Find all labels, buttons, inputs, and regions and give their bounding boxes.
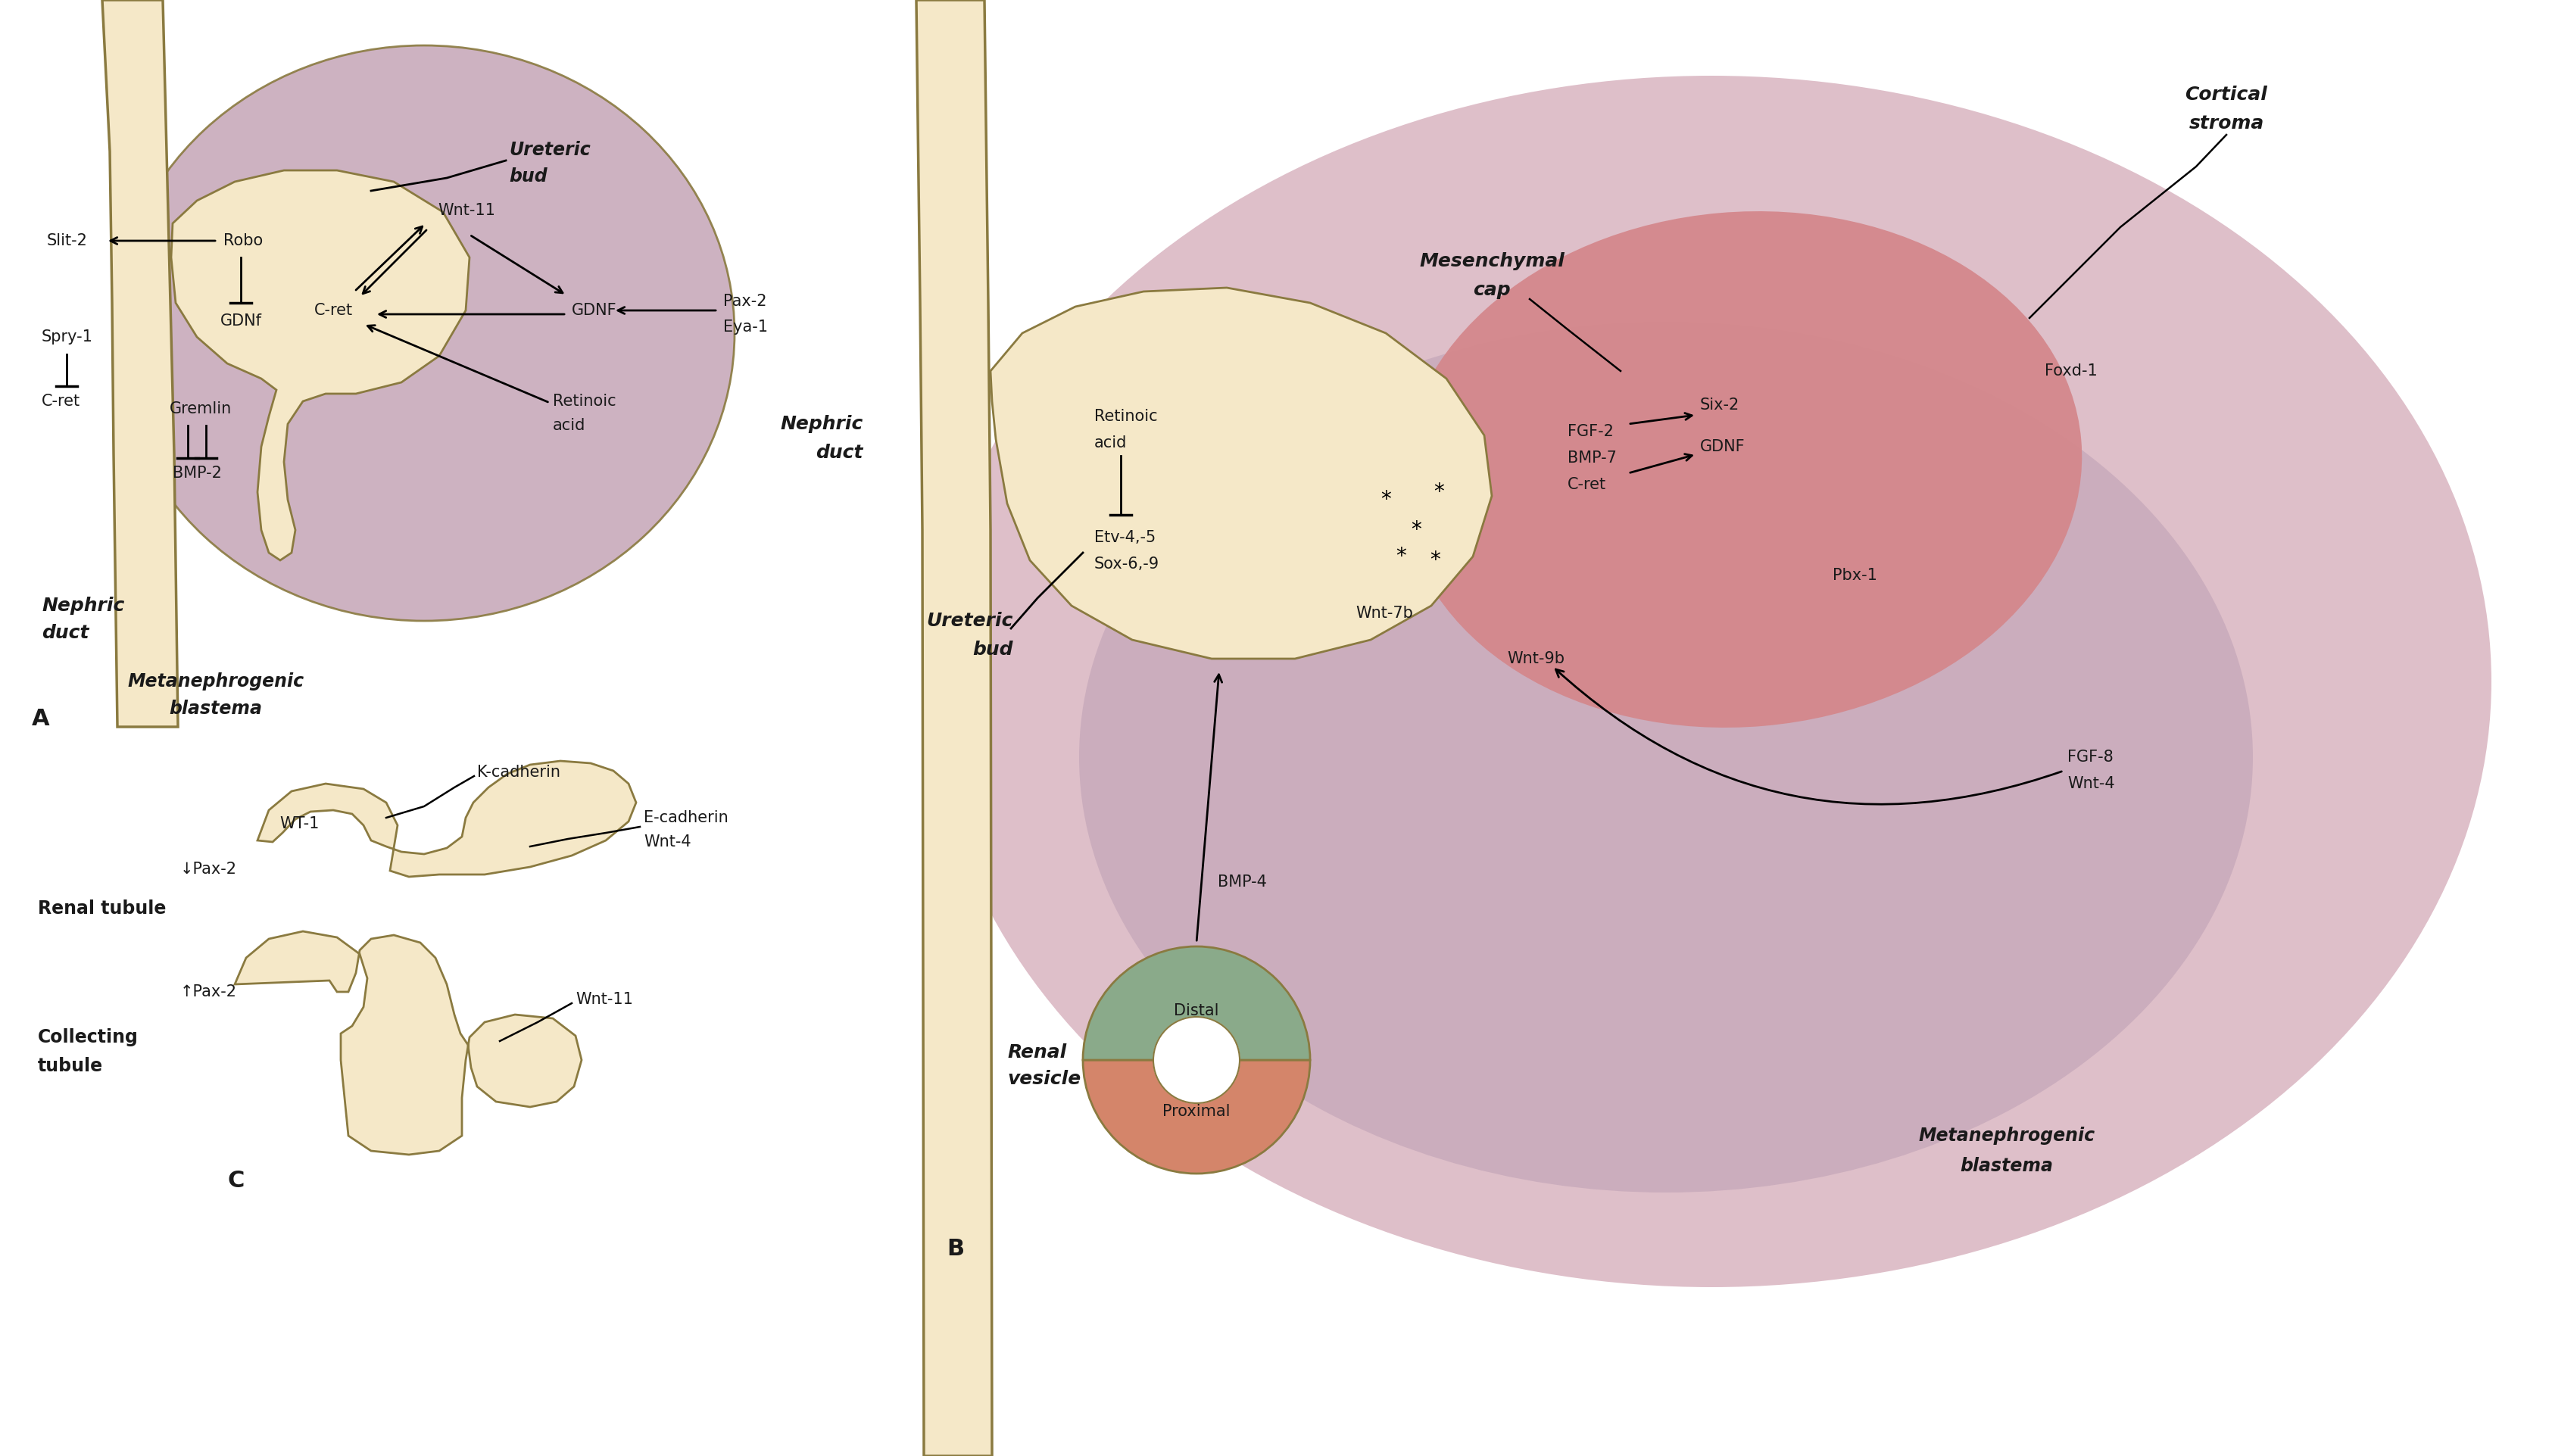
FancyArrowPatch shape bbox=[1557, 670, 2062, 804]
Text: Spry-1: Spry-1 bbox=[41, 329, 92, 345]
Text: *: * bbox=[1411, 520, 1421, 540]
Wedge shape bbox=[1082, 946, 1309, 1060]
Ellipse shape bbox=[1079, 322, 2253, 1192]
Text: Renal tubule: Renal tubule bbox=[38, 900, 166, 917]
Text: A: A bbox=[31, 708, 48, 731]
Text: Six-2: Six-2 bbox=[1700, 397, 1740, 412]
Text: Nephric: Nephric bbox=[781, 415, 863, 432]
Text: vesicle: vesicle bbox=[1008, 1070, 1082, 1088]
Text: Pbx-1: Pbx-1 bbox=[1832, 568, 1878, 582]
Text: Ureteric: Ureteric bbox=[508, 141, 590, 159]
Text: tubule: tubule bbox=[38, 1057, 102, 1075]
Text: Pax-2: Pax-2 bbox=[722, 294, 766, 309]
Text: Distal: Distal bbox=[1174, 1003, 1220, 1018]
Text: Collecting: Collecting bbox=[38, 1028, 138, 1047]
Text: Robo: Robo bbox=[225, 233, 263, 249]
Text: E-cadherin: E-cadherin bbox=[643, 810, 727, 826]
Text: cap: cap bbox=[1473, 281, 1511, 298]
Polygon shape bbox=[102, 0, 179, 727]
Ellipse shape bbox=[931, 76, 2491, 1287]
Polygon shape bbox=[916, 0, 993, 1456]
Polygon shape bbox=[171, 170, 470, 561]
Polygon shape bbox=[235, 932, 582, 1155]
Text: Metanephrogenic: Metanephrogenic bbox=[128, 673, 304, 690]
Text: FGF-8: FGF-8 bbox=[2067, 750, 2113, 764]
Text: BMP-7: BMP-7 bbox=[1567, 450, 1615, 466]
Polygon shape bbox=[990, 288, 1493, 658]
Text: Etv-4,-5: Etv-4,-5 bbox=[1095, 530, 1156, 545]
Text: bud: bud bbox=[508, 167, 546, 185]
Text: K-cadherin: K-cadherin bbox=[477, 764, 561, 780]
Text: Gremlin: Gremlin bbox=[168, 402, 232, 416]
Text: bud: bud bbox=[972, 641, 1013, 658]
Text: C: C bbox=[227, 1171, 245, 1192]
Text: Wnt-11: Wnt-11 bbox=[577, 992, 633, 1008]
Text: Foxd-1: Foxd-1 bbox=[2044, 364, 2098, 379]
Text: Cortical: Cortical bbox=[2185, 86, 2269, 103]
Text: Ureteric: Ureteric bbox=[926, 612, 1013, 630]
Text: GDNF: GDNF bbox=[572, 303, 618, 317]
Text: duct: duct bbox=[817, 444, 863, 462]
Text: BMP-4: BMP-4 bbox=[1217, 875, 1266, 890]
Text: *: * bbox=[1381, 489, 1391, 510]
Text: Wnt-4: Wnt-4 bbox=[643, 834, 692, 849]
Text: Metanephrogenic: Metanephrogenic bbox=[1919, 1127, 2095, 1144]
Text: blastema: blastema bbox=[1960, 1158, 2054, 1175]
Text: C-ret: C-ret bbox=[41, 393, 79, 409]
Text: Wnt-11: Wnt-11 bbox=[439, 202, 495, 218]
Text: *: * bbox=[1396, 546, 1406, 566]
Text: Retinoic: Retinoic bbox=[554, 393, 615, 409]
Text: BMP-2: BMP-2 bbox=[174, 466, 222, 480]
Wedge shape bbox=[1082, 1060, 1309, 1174]
Text: Mesenchymal: Mesenchymal bbox=[1419, 252, 1564, 271]
Text: Wnt-7b: Wnt-7b bbox=[1355, 606, 1414, 620]
Text: GDNF: GDNF bbox=[1700, 440, 1746, 454]
Text: *: * bbox=[1434, 482, 1444, 502]
Text: C-ret: C-ret bbox=[1567, 478, 1605, 492]
Text: acid: acid bbox=[1095, 435, 1128, 450]
Text: stroma: stroma bbox=[2190, 115, 2264, 132]
Text: ↑Pax-2: ↑Pax-2 bbox=[181, 984, 237, 999]
Text: duct: duct bbox=[41, 623, 89, 642]
Text: FGF-2: FGF-2 bbox=[1567, 424, 1613, 440]
Polygon shape bbox=[258, 761, 635, 877]
Text: Retinoic: Retinoic bbox=[1095, 409, 1159, 424]
Ellipse shape bbox=[115, 45, 735, 620]
Text: Proximal: Proximal bbox=[1164, 1104, 1230, 1120]
Circle shape bbox=[1154, 1016, 1240, 1104]
Text: GDNf: GDNf bbox=[219, 313, 263, 329]
Text: Sox-6,-9: Sox-6,-9 bbox=[1095, 556, 1159, 572]
Text: WT-1: WT-1 bbox=[278, 817, 319, 831]
Text: acid: acid bbox=[554, 418, 584, 432]
Text: C-ret: C-ret bbox=[314, 303, 352, 317]
Text: Wnt-9b: Wnt-9b bbox=[1508, 651, 1564, 667]
Text: ↓Pax-2: ↓Pax-2 bbox=[181, 862, 237, 877]
Circle shape bbox=[1154, 1016, 1240, 1104]
Text: Slit-2: Slit-2 bbox=[46, 233, 87, 249]
Text: Renal: Renal bbox=[1008, 1044, 1067, 1061]
Text: Nephric: Nephric bbox=[41, 597, 125, 614]
Text: B: B bbox=[947, 1238, 965, 1261]
Text: Wnt-4: Wnt-4 bbox=[2067, 776, 2116, 791]
Text: Eya-1: Eya-1 bbox=[722, 319, 768, 335]
Text: blastema: blastema bbox=[168, 699, 263, 718]
Ellipse shape bbox=[1401, 211, 2082, 728]
Text: *: * bbox=[1429, 550, 1439, 571]
